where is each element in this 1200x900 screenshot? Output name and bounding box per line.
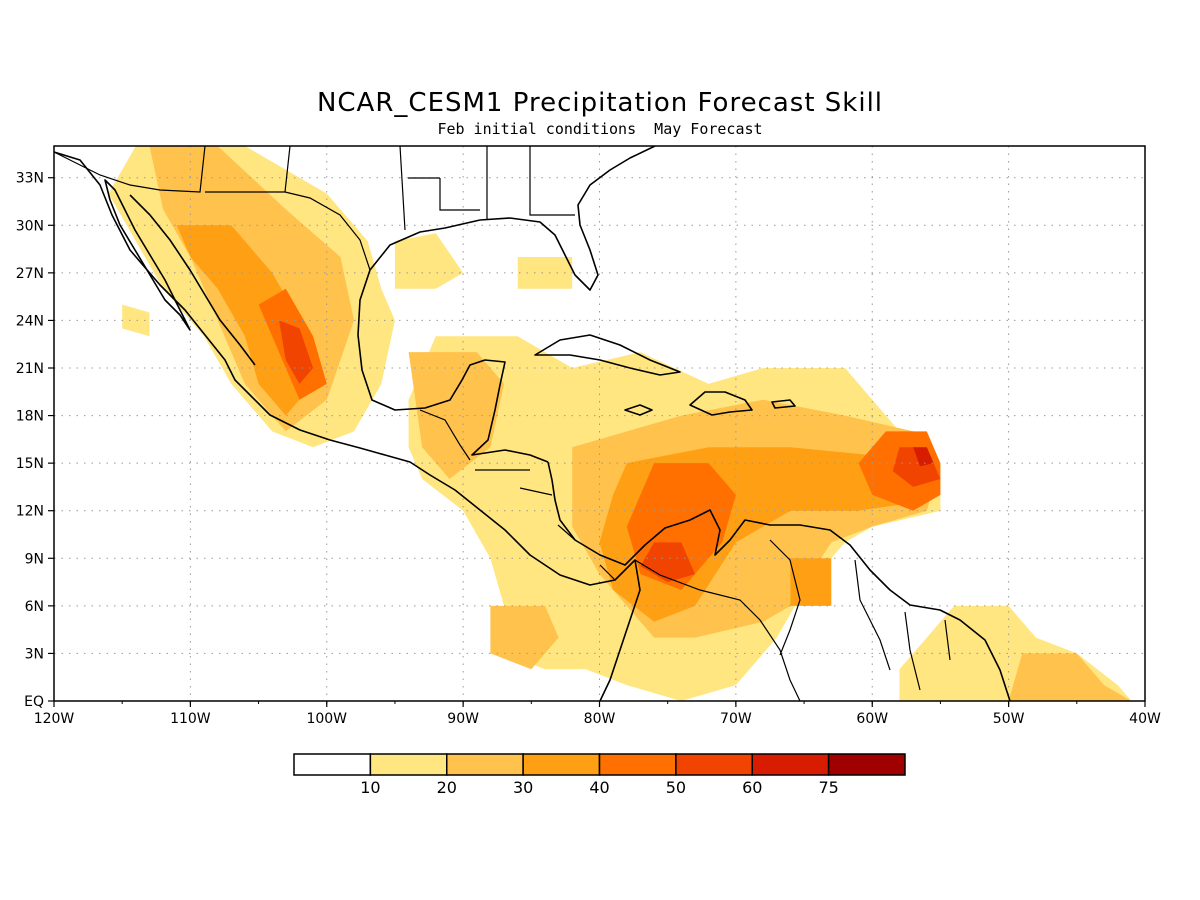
lat-tick-label: 3N: [25, 646, 44, 662]
lat-tick-label: 27N: [16, 266, 44, 282]
lat-tick-label: 6N: [25, 599, 44, 615]
skill-region-level-5: [279, 320, 314, 384]
skill-region-level-3: [790, 558, 832, 606]
lat-tick-label: 9N: [25, 551, 44, 567]
lat-tick-label: 18N: [16, 409, 44, 425]
lat-tick-label: 30N: [16, 218, 44, 234]
coastline-gulf-of-mexico: [357, 219, 549, 463]
lon-tick-label: 110W: [170, 711, 211, 727]
colorbar-swatch: [827, 753, 906, 776]
gridlines: [54, 146, 1145, 701]
colorbar-label: 75: [818, 778, 838, 797]
coastline-cuba: [534, 334, 681, 376]
colorbar-label: 30: [513, 778, 533, 797]
skill-region-level-5: [640, 542, 695, 583]
colorbar-label: 20: [437, 778, 457, 797]
lon-tick-label: 120W: [34, 711, 75, 727]
figure-subtitle: Feb initial conditions May Forecast: [437, 120, 762, 138]
border-us-mexico: [54, 146, 371, 271]
border-us-states: [399, 146, 575, 231]
longitude-axis: 120W 110W 100W 90W 80W 70W 60W 50W 40W: [34, 701, 1161, 727]
map-area: [53, 145, 1146, 702]
colorbar-label: 10: [360, 778, 380, 797]
coastline-sonora: [129, 194, 256, 366]
skill-region-level-1: [517, 257, 573, 289]
skill-region-level-1: [394, 233, 464, 289]
lat-tick-label: 24N: [16, 313, 44, 329]
lat-tick-label: 12N: [16, 504, 44, 520]
colorbar-label: 40: [589, 778, 609, 797]
colorbar-swatch: [598, 753, 677, 776]
skill-region-level-1: [122, 304, 150, 337]
colorbar-swatch: [751, 753, 830, 776]
country-borders: [54, 146, 951, 701]
colorbar-swatch: [675, 753, 753, 776]
figure-title: NCAR_CESM1 Precipitation Forecast Skill: [317, 88, 883, 118]
lon-tick-label: 50W: [993, 711, 1025, 727]
colorbar-swatch: [522, 753, 601, 776]
lon-tick-label: 100W: [306, 711, 347, 727]
colorbar-label: 50: [666, 778, 686, 797]
coastline-baja-california: [104, 179, 191, 331]
colorbar-swatch: [446, 753, 524, 776]
border-central-america: [419, 409, 616, 581]
latitude-axis: EQ 3N 6N 9N 12N 15N 18N 21N 24N 27N 30N 33N: [16, 171, 54, 710]
coastline-hispaniola: [689, 391, 753, 416]
lon-tick-label: 70W: [720, 711, 752, 727]
colorbar-swatch: [369, 753, 448, 776]
lat-tick-label: 21N: [16, 361, 44, 377]
coastline-us-gulf-florida: [479, 146, 656, 291]
border-south-america: [634, 539, 951, 701]
lat-tick-label: 15N: [16, 456, 44, 472]
lon-tick-label: 40W: [1129, 711, 1161, 727]
lon-tick-label: 60W: [856, 711, 888, 727]
colorbar: 10 20 30 40 50 60 75: [293, 753, 906, 797]
lon-tick-label: 80W: [584, 711, 616, 727]
lat-tick-label: EQ: [24, 694, 44, 710]
skill-region-level-6: [913, 447, 934, 467]
colorbar-label: 60: [742, 778, 762, 797]
coastline-caribbean-south-america: [547, 461, 1011, 701]
coastline-puerto-rico: [771, 399, 796, 409]
coastline-jamaica: [624, 404, 653, 416]
skill-region-level-2: [1008, 653, 1132, 701]
lat-tick-label: 33N: [16, 171, 44, 187]
coastlines: [54, 146, 1011, 701]
colorbar-swatch: [293, 753, 372, 776]
lon-tick-label: 90W: [447, 711, 479, 727]
